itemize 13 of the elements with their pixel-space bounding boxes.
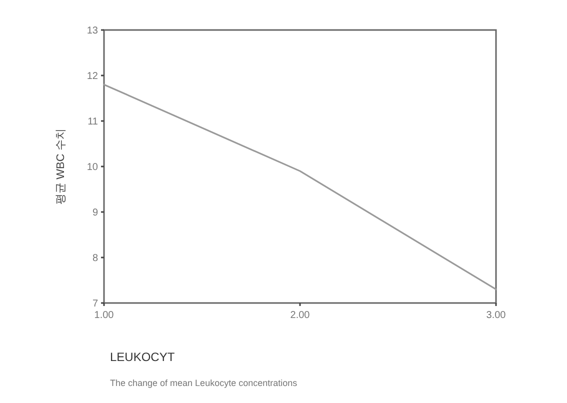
y-tick-label: 12 [86,71,98,82]
y-tick-label: 9 [92,208,98,218]
y-tick-label: 7 [92,298,98,310]
y-axis-title: 평균 WBC 수치 [55,128,67,204]
text: The change of mean Leukocyte concentrations [110,378,298,388]
y-tick-label: 10 [86,162,98,173]
y-tick-label: 11 [88,116,98,128]
x-tick-label: 2.00 [290,310,310,321]
x-tick-label: 1.00 [94,310,114,321]
x-tick-label: 3.00 [486,310,506,321]
y-tick-label: 8 [92,253,98,264]
y-tick-label: 13 [86,26,98,36]
x-axis-title: LEUKOCYT [110,350,176,364]
